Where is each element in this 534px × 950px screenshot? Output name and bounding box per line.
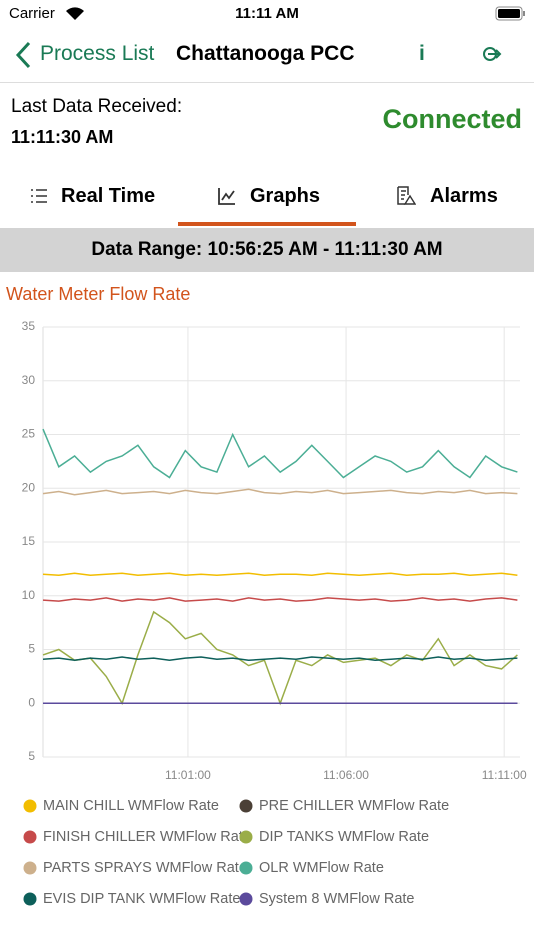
info-button[interactable]: i (419, 42, 425, 65)
legend-swatch (23, 799, 37, 813)
carrier: Carrier (9, 5, 55, 22)
legend-label: PRE CHILLER WMFlow Rate (259, 798, 449, 814)
legend-label: System 8 WMFlow Rate (259, 891, 415, 907)
alarms-icon (397, 186, 416, 205)
back-button[interactable]: Process List (40, 42, 155, 65)
data-range: Data Range: 10:56:25 AM - 11:11:30 AM (91, 239, 443, 260)
chart-title: Water Meter Flow Rate (6, 284, 191, 304)
nav-title: Chattanooga PCC (176, 42, 355, 65)
series-line (42, 656, 518, 662)
legend-swatch (239, 799, 253, 813)
realtime-icon (31, 189, 47, 203)
wifi-icon (66, 7, 84, 21)
y-tick-label: 15 (22, 534, 36, 548)
legend-label: FINISH CHILLER WMFlow Rate (43, 829, 251, 845)
y-tick-label: 10 (22, 588, 36, 602)
legend-label: OLR WMFlow Rate (259, 860, 384, 876)
divider (0, 82, 534, 83)
y-tick-label: 5 (28, 642, 35, 656)
y-tick-label: 0 (28, 695, 35, 709)
x-tick-label: 11:11:00 (482, 768, 527, 782)
graphs-icon (218, 188, 235, 205)
logout-button[interactable] (482, 44, 502, 64)
tab-selected[interactable]: Graphs (250, 185, 321, 207)
chart: 5 0 5 10 15 20 25 30 35 11:01:00 11:06:00 11:11:00 M… (22, 319, 527, 907)
legend-swatch (239, 830, 253, 844)
y-tick-label: 20 (22, 480, 36, 494)
battery-icon (495, 6, 525, 21)
legend-label: EVIS DIP TANK WMFlow Rate (43, 891, 240, 907)
clock: 11:11 AM (235, 5, 299, 22)
legend-swatch (23, 830, 37, 844)
y-tick-label: 35 (22, 319, 36, 333)
legend-swatch (23, 892, 37, 906)
legend-label: DIP TANKS WMFlow Rate (259, 829, 429, 845)
x-tick-label: 11:06:00 (323, 768, 369, 782)
legend-swatch (239, 861, 253, 875)
connection-status: Connected (382, 104, 522, 134)
legend-swatch (239, 892, 253, 906)
legend-label: PARTS SPRAYS WMFlow Rate (43, 860, 247, 876)
back-chevron[interactable] (14, 41, 34, 69)
tab[interactable]: Alarms (430, 185, 498, 207)
x-tick-label: 11:01:00 (165, 768, 211, 782)
legend-swatch (23, 861, 37, 875)
last-data-label: Last Data Received: (11, 96, 183, 117)
legend-label: MAIN CHILL WMFlow Rate (43, 798, 219, 814)
series-line (42, 572, 518, 577)
data-range-bar (0, 228, 534, 272)
y-tick-label: 30 (22, 373, 36, 387)
series-line (42, 428, 518, 479)
tab[interactable]: Real Time (61, 185, 156, 207)
y-tick-label: 5 (28, 749, 35, 763)
series-line (42, 488, 518, 496)
tab-indicator (178, 222, 356, 226)
last-data-time: 11:11:30 AM (11, 127, 114, 147)
y-tick-label: 25 (22, 427, 36, 441)
series-line (42, 597, 518, 602)
